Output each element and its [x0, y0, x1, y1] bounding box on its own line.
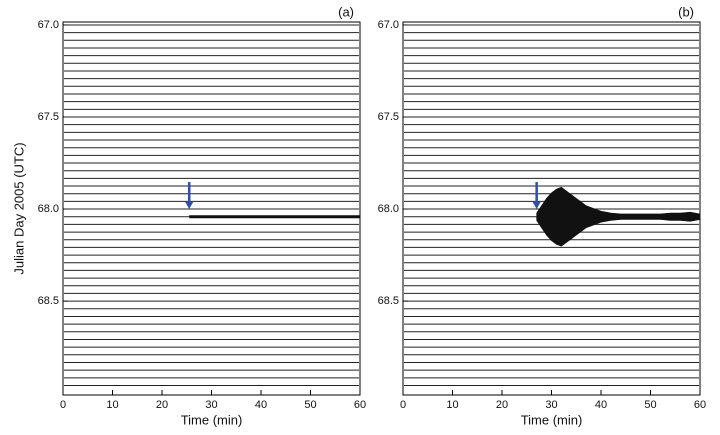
x-tick-label: 60 — [694, 399, 706, 411]
x-tick-label: 0 — [400, 399, 406, 411]
y-tick-label: 67.0 — [38, 19, 59, 31]
x-tick-label: 30 — [545, 399, 557, 411]
x-tick-label: 0 — [60, 399, 66, 411]
x-tick-label: 20 — [496, 399, 508, 411]
y-tick-label: 68.5 — [38, 295, 59, 307]
y-tick-label: 68.0 — [38, 203, 59, 215]
y-tick-label: 67.5 — [378, 111, 399, 123]
panel-label: (a) — [338, 4, 354, 19]
y-tick-label: 67.0 — [378, 19, 399, 31]
event-arrow-head — [185, 202, 194, 210]
x-tick-label: 30 — [205, 399, 217, 411]
y-tick-label: 68.0 — [378, 203, 399, 215]
y-tick-label: 68.5 — [378, 295, 399, 307]
x-axis-label: Time (min) — [521, 412, 583, 427]
x-tick-label: 50 — [644, 399, 656, 411]
panel-label: (b) — [678, 4, 694, 19]
x-tick-label: 10 — [106, 399, 118, 411]
x-tick-label: 20 — [156, 399, 168, 411]
x-tick-label: 10 — [446, 399, 458, 411]
event-arrow-head — [532, 202, 541, 210]
y-axis-label: Julian Day 2005 (UTC) — [11, 142, 26, 274]
x-tick-label: 40 — [595, 399, 607, 411]
x-tick-label: 40 — [255, 399, 267, 411]
x-axis-label: Time (min) — [181, 412, 243, 427]
x-tick-label: 50 — [304, 399, 316, 411]
y-tick-label: 67.5 — [38, 111, 59, 123]
x-tick-label: 60 — [354, 399, 366, 411]
